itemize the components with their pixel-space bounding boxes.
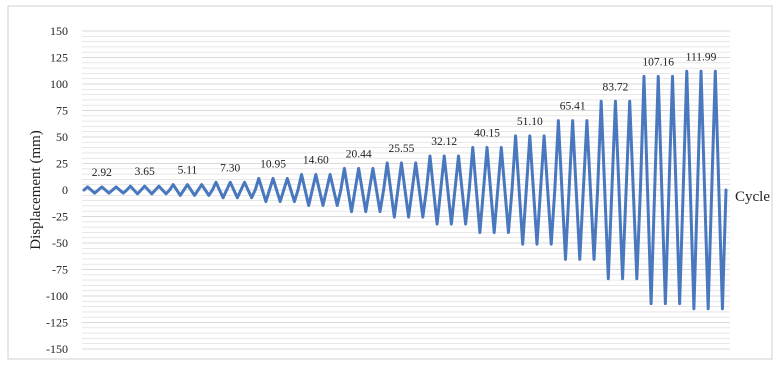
data-label: 107.16 bbox=[642, 56, 674, 68]
y-tick-label: 50 bbox=[56, 130, 68, 144]
data-label: 3.65 bbox=[135, 166, 155, 178]
data-labels: 2.92 3.65 5.11 7.30 10.95 14.60 20.44 25.55 32.1… bbox=[92, 51, 717, 179]
y-tick-label: -25 bbox=[52, 210, 68, 224]
data-label: 40.15 bbox=[474, 127, 500, 139]
data-label: 25.55 bbox=[388, 143, 414, 155]
y-tick-label: -50 bbox=[52, 236, 68, 250]
data-label: 111.99 bbox=[686, 51, 717, 63]
data-label: 20.44 bbox=[346, 148, 372, 160]
series-layer bbox=[82, 69, 728, 311]
gridlines bbox=[82, 30, 730, 350]
y-tick-label: 0 bbox=[62, 183, 68, 197]
data-label: 83.72 bbox=[602, 81, 628, 93]
data-label: 10.95 bbox=[260, 158, 286, 170]
data-label: 5.11 bbox=[178, 165, 198, 177]
y-axis-title: Displacement (mm) bbox=[28, 130, 44, 250]
y-tick-label: 150 bbox=[50, 24, 68, 38]
displacement-series-line bbox=[82, 69, 728, 311]
y-tick-label: 125 bbox=[50, 51, 68, 65]
y-axis-ticks: -150 -125 -100 -75 -50 -25 0 25 50 75 100 125 150 bbox=[46, 24, 68, 356]
data-label: 7.30 bbox=[220, 162, 240, 174]
y-tick-label: -125 bbox=[46, 316, 68, 330]
y-tick-label: -75 bbox=[52, 263, 68, 277]
data-label: 32.12 bbox=[431, 136, 457, 148]
data-label: 51.10 bbox=[517, 116, 543, 128]
data-label: 2.92 bbox=[92, 167, 112, 179]
y-tick-label: 100 bbox=[50, 77, 68, 91]
y-tick-label: -150 bbox=[46, 342, 68, 356]
data-label: 65.41 bbox=[560, 101, 586, 113]
x-axis-title: Cycle bbox=[735, 189, 770, 205]
y-tick-label: 75 bbox=[56, 104, 68, 118]
y-tick-label: 25 bbox=[56, 157, 68, 171]
data-label: 14.60 bbox=[303, 155, 329, 167]
y-tick-label: -100 bbox=[46, 289, 68, 303]
